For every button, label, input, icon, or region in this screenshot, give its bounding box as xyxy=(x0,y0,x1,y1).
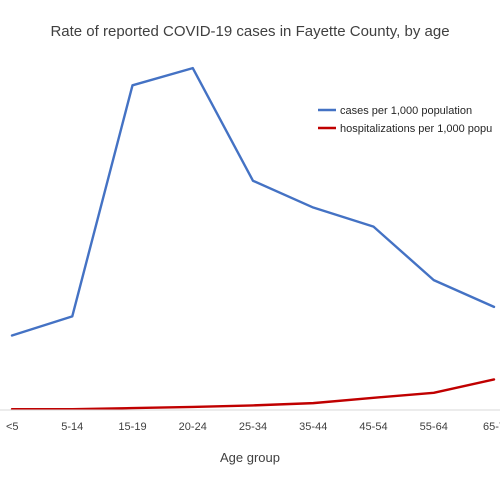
series-layer xyxy=(10,66,496,411)
series-line-1 xyxy=(10,378,496,411)
legend-label-1: hospitalizations per 1,000 popu xyxy=(340,123,492,135)
x-tick-label: 15-19 xyxy=(118,421,146,433)
legend-label-0: cases per 1,000 population xyxy=(340,105,472,117)
legend: cases per 1,000 population hospitalizatio… xyxy=(318,105,492,135)
series-line-0 xyxy=(10,66,496,337)
x-tick-labels: <5 5-14 15-19 20-24 25-34 35-44 45-54 55-64 65-7 xyxy=(6,421,500,433)
x-tick-label: 20-24 xyxy=(179,421,207,433)
x-tick-label: 25-34 xyxy=(239,421,267,433)
x-axis-title: Age group xyxy=(220,450,280,465)
x-tick-label: 55-64 xyxy=(420,421,448,433)
x-tick-label: <5 xyxy=(6,421,19,433)
x-tick-label: 65-7 xyxy=(483,421,500,433)
x-tick-label: 5-14 xyxy=(61,421,83,433)
chart-title: Rate of reported COVID-19 cases in Fayet… xyxy=(50,23,449,40)
x-tick-label: 45-54 xyxy=(359,421,387,433)
x-tick-label: 35-44 xyxy=(299,421,327,433)
